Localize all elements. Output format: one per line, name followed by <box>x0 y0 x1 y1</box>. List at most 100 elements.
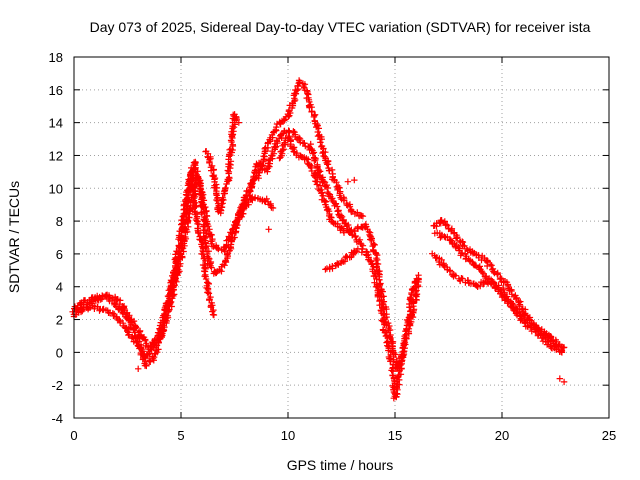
data-point <box>441 218 448 225</box>
data-point <box>305 96 313 103</box>
data-point <box>368 237 375 244</box>
chart-title: Day 073 of 2025, Sidereal Day-to-day VTE… <box>90 19 591 35</box>
data-point <box>155 346 162 353</box>
data-point <box>218 197 225 204</box>
data-point <box>143 362 150 370</box>
data-point <box>560 378 568 386</box>
data-point <box>459 275 466 282</box>
data-point <box>318 136 325 143</box>
data-point <box>222 258 229 265</box>
data-point <box>407 295 414 302</box>
data-point <box>413 275 420 282</box>
data-point <box>190 198 197 206</box>
data-point <box>248 181 256 188</box>
data-point <box>479 269 486 276</box>
data-point <box>265 157 273 164</box>
data-point <box>308 108 316 115</box>
data-point <box>247 188 254 195</box>
data-point <box>185 186 192 193</box>
data-point <box>329 263 336 270</box>
data-point <box>150 353 158 361</box>
data-point <box>209 308 216 315</box>
x-tick-label: 25 <box>602 428 616 443</box>
data-point <box>289 145 296 152</box>
data-point <box>216 267 224 274</box>
data-point <box>205 280 212 288</box>
data-point <box>446 267 453 274</box>
data-point <box>438 256 445 264</box>
data-point <box>172 265 180 272</box>
x-axis-label: GPS time / hours <box>287 457 394 473</box>
data-point <box>158 323 166 331</box>
data-point <box>459 249 466 257</box>
data-point <box>317 139 324 146</box>
data-point <box>344 178 352 185</box>
data-point <box>264 160 272 167</box>
data-point <box>190 184 198 191</box>
data-point <box>487 261 494 268</box>
y-tick-label: 6 <box>56 247 63 262</box>
x-tick-label: 20 <box>495 428 509 443</box>
data-point <box>381 321 388 328</box>
data-point <box>381 328 389 335</box>
data-point <box>440 262 448 269</box>
data-point <box>198 250 205 257</box>
data-point <box>373 275 380 283</box>
data-point <box>281 117 288 124</box>
data-point <box>251 194 259 201</box>
data-point <box>152 350 159 357</box>
data-point <box>314 122 321 129</box>
y-tick-label: 8 <box>56 214 63 229</box>
data-point <box>213 269 220 276</box>
y-tick-label: 14 <box>49 116 63 131</box>
data-point <box>96 307 103 314</box>
y-tick-label: 18 <box>49 50 63 65</box>
data-point <box>307 164 315 172</box>
data-point <box>560 344 568 351</box>
data-point <box>129 318 136 326</box>
axis-ticks: 0 5 10 15 20 25 -4 -2 0 2 4 6 8 10 12 14 16 18 <box>49 50 617 443</box>
y-tick-label: 0 <box>56 345 63 360</box>
data-point <box>352 233 359 241</box>
data-point <box>398 357 405 364</box>
data-point <box>397 361 404 369</box>
data-point <box>556 375 563 382</box>
data-point <box>393 390 400 397</box>
data-point <box>310 113 318 121</box>
data-point <box>131 329 138 336</box>
data-point <box>174 248 181 255</box>
data-point <box>219 194 226 201</box>
data-point <box>204 289 211 296</box>
data-point <box>209 311 217 318</box>
y-tick-label: -2 <box>51 378 63 393</box>
plot-frame <box>73 56 610 419</box>
data-point <box>205 290 213 297</box>
data-point <box>372 283 380 290</box>
data-point <box>558 349 566 356</box>
data-point <box>494 271 501 278</box>
data-point <box>335 260 342 268</box>
data-point <box>138 346 145 353</box>
data-point <box>191 193 199 200</box>
data-point <box>400 340 407 347</box>
data-point <box>329 197 336 204</box>
data-point <box>521 312 528 320</box>
data-point <box>555 342 562 349</box>
data-point <box>195 221 203 228</box>
data-point <box>79 307 86 315</box>
data-point <box>213 190 220 198</box>
data-point <box>287 141 294 148</box>
data-point <box>253 168 260 176</box>
y-tick-label: 12 <box>49 148 63 163</box>
data-point <box>227 158 235 165</box>
data-point <box>452 235 460 242</box>
data-point <box>236 214 244 221</box>
data-point <box>215 245 222 253</box>
data-point <box>415 272 422 279</box>
y-tick-label: 10 <box>49 181 63 196</box>
data-point <box>106 309 114 316</box>
data-point <box>285 108 293 115</box>
data-point <box>538 334 545 342</box>
